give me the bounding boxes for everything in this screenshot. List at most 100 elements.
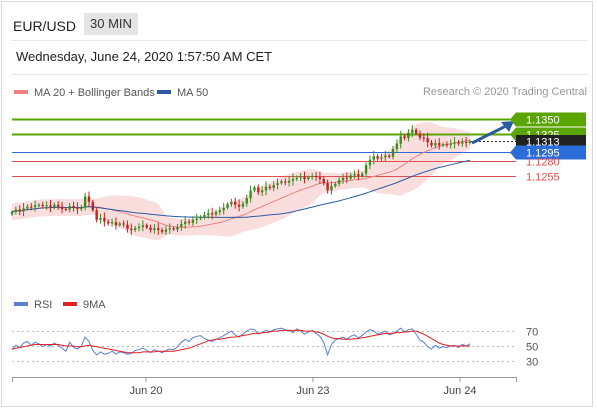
timeframe-badge[interactable]: 30 MIN <box>84 13 138 35</box>
candle-body <box>72 206 75 208</box>
rsi-tick-label: 30 <box>526 357 538 369</box>
candle-body <box>141 225 145 227</box>
candle-body <box>384 155 387 158</box>
legend-swatch-rsi <box>14 302 28 307</box>
candle-body <box>22 208 25 212</box>
candle-body <box>37 204 41 206</box>
candle-body <box>434 143 437 146</box>
candle-body <box>264 186 268 191</box>
x-tick-label: Jun 23 <box>296 385 329 397</box>
candle-body <box>91 201 95 211</box>
candle-body <box>195 218 198 220</box>
candle-body <box>260 190 264 193</box>
candle-body <box>64 209 68 210</box>
candle-body <box>45 205 48 207</box>
candle-body <box>230 201 233 205</box>
candle-body <box>107 221 110 224</box>
candle-body <box>99 218 102 220</box>
candle-body <box>53 204 56 208</box>
candle-body <box>326 183 329 191</box>
candle-body <box>403 136 406 139</box>
candle-body <box>114 222 118 226</box>
candle-body <box>126 224 129 229</box>
candle-body <box>199 216 202 219</box>
candle-body <box>441 144 445 146</box>
candle-body <box>272 185 275 188</box>
candle-body <box>68 206 71 210</box>
candle-body <box>103 218 106 222</box>
last-price-tag <box>516 135 586 148</box>
candle-body <box>241 203 245 207</box>
candle-body <box>237 204 241 207</box>
candle-body <box>353 174 356 176</box>
candle-body <box>210 213 214 215</box>
resistance-tag <box>510 112 586 127</box>
candle-body <box>153 228 156 230</box>
support-label: 1.1280 <box>526 157 560 169</box>
candle-body <box>268 186 272 188</box>
candle-body <box>280 181 283 184</box>
candle-body <box>157 228 160 230</box>
candle-body <box>133 228 137 230</box>
legend-label-rsi: RSI <box>34 299 53 311</box>
candle-body <box>14 209 18 212</box>
legend-swatch-ma50 <box>157 90 171 95</box>
candle-body <box>468 141 472 143</box>
candle-body <box>345 177 349 179</box>
x-tick-label: Jun 24 <box>443 385 476 397</box>
candle-body <box>87 196 91 202</box>
candle-body <box>214 212 218 215</box>
candle-body <box>464 141 468 143</box>
x-tick-label: Jun 20 <box>129 385 162 397</box>
candle-body <box>322 179 325 184</box>
candle-body <box>361 173 364 176</box>
candle-body <box>391 149 395 157</box>
candle-body <box>245 198 248 204</box>
candle-body <box>83 196 87 208</box>
legend-swatch-9ma <box>63 302 77 307</box>
candle-body <box>414 129 418 134</box>
legend-ma50: MA 50 <box>157 86 208 100</box>
candle-body <box>364 165 368 174</box>
candle-body <box>41 204 44 206</box>
candle-body <box>203 215 206 217</box>
candle-body <box>49 205 52 208</box>
candle-body <box>357 174 360 176</box>
candle-body <box>218 210 222 212</box>
candle-body <box>438 143 441 146</box>
candle-body <box>257 187 260 193</box>
projection-arrow-head <box>501 121 514 132</box>
candle-body <box>122 223 125 225</box>
candle-body <box>407 132 410 139</box>
candle-body <box>368 159 372 166</box>
candle-body <box>130 228 133 230</box>
candle-body <box>137 227 141 229</box>
candle-body <box>311 176 314 178</box>
candle-body <box>18 209 21 212</box>
candle-body <box>418 133 422 138</box>
projection-arrow-shaft <box>471 123 509 145</box>
candle-body <box>303 176 306 179</box>
legend-rsi: RSI <box>14 298 52 312</box>
candle-body <box>172 228 175 230</box>
rsi-tick-label: 50 <box>526 342 538 354</box>
candle-body <box>349 175 352 179</box>
rsi-tick-label: 70 <box>526 327 538 339</box>
candle-body <box>176 227 179 230</box>
candle-body <box>80 207 83 209</box>
chart-credit: Research © 2020 Trading Central <box>422 86 587 98</box>
candle-body <box>291 179 295 181</box>
pivot-label: 1.1295 <box>526 148 560 160</box>
legend-9ma: 9MA <box>63 298 106 312</box>
candle-body <box>330 186 333 191</box>
candle-body <box>10 212 14 215</box>
support-label: 1.1255 <box>526 172 560 184</box>
candle-body <box>118 223 121 226</box>
candle-body <box>234 201 237 205</box>
candle-body <box>372 156 375 160</box>
timestamp: Wednesday, June 24, 2020 1:57:50 AM CET <box>16 49 273 64</box>
header-divider <box>11 40 587 41</box>
candle-body <box>95 210 98 220</box>
legend-label-ma20: MA 20 + Bollinger Bands <box>34 87 155 99</box>
candle-body <box>318 177 322 179</box>
